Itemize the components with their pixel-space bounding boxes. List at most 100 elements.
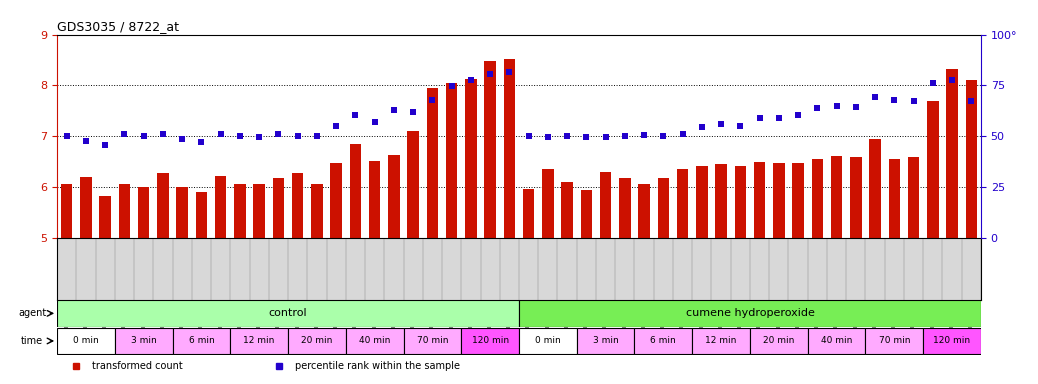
Bar [253, 184, 265, 238]
Point [809, 105, 825, 111]
Bar [866, 328, 923, 354]
Bar [749, 328, 808, 354]
Point [116, 131, 133, 137]
Bar [115, 328, 172, 354]
Bar [542, 169, 553, 238]
Bar [118, 184, 130, 238]
Text: control: control [269, 308, 307, 318]
Bar [407, 131, 419, 238]
Bar [947, 69, 958, 238]
Point [675, 131, 691, 137]
Point [174, 136, 191, 142]
Bar [715, 164, 727, 238]
Text: 120 min: 120 min [933, 336, 971, 346]
Bar [562, 182, 573, 238]
Text: 70 min: 70 min [878, 336, 910, 346]
Point [925, 80, 941, 86]
Bar [235, 184, 246, 238]
Point [135, 133, 152, 139]
Bar [503, 59, 515, 238]
Text: 0 min: 0 min [535, 336, 561, 346]
Text: 12 min: 12 min [706, 336, 737, 346]
Point [385, 107, 402, 113]
Bar [485, 61, 496, 238]
Text: 3 min: 3 min [593, 336, 619, 346]
Point [867, 93, 883, 99]
Point [752, 115, 768, 121]
Bar [735, 166, 746, 238]
Point [231, 133, 248, 139]
Bar [176, 187, 188, 238]
Bar [465, 79, 476, 238]
Bar [773, 163, 785, 238]
Point [213, 131, 229, 137]
Bar [80, 177, 91, 238]
Bar [215, 176, 226, 238]
Point [520, 133, 537, 139]
Bar [61, 184, 73, 238]
Bar [619, 178, 631, 238]
Point [636, 132, 653, 138]
Point [270, 131, 286, 137]
Point [155, 131, 171, 137]
Point [558, 133, 575, 139]
Point [790, 112, 807, 118]
Text: cumene hydroperoxide: cumene hydroperoxide [685, 308, 815, 318]
Bar [230, 328, 288, 354]
Bar [600, 172, 611, 238]
Point [97, 142, 113, 149]
Point [713, 121, 730, 127]
Bar [889, 159, 900, 238]
Bar [172, 328, 230, 354]
Point [405, 109, 421, 115]
Bar [330, 163, 342, 238]
Point [963, 98, 980, 104]
Point [463, 77, 480, 83]
Bar [100, 196, 111, 238]
Bar [580, 190, 592, 238]
Bar [830, 156, 843, 238]
Bar [273, 178, 284, 238]
Bar [657, 178, 670, 238]
Text: GDS3035 / 8722_at: GDS3035 / 8722_at [57, 20, 180, 33]
Bar [869, 139, 881, 238]
Bar [446, 83, 458, 238]
Bar [908, 157, 920, 238]
Bar [57, 300, 519, 327]
Text: 20 min: 20 min [301, 336, 332, 346]
Point [693, 124, 710, 130]
Point [58, 133, 75, 139]
Bar [927, 101, 938, 238]
Bar [965, 80, 977, 238]
Bar [696, 166, 708, 238]
Point [366, 119, 383, 126]
Bar [792, 163, 803, 238]
Text: 70 min: 70 min [416, 336, 448, 346]
Bar [388, 155, 400, 238]
Bar [346, 328, 404, 354]
Bar [350, 144, 361, 238]
Point [347, 112, 363, 118]
Point [328, 123, 345, 129]
Bar [850, 157, 862, 238]
Point [597, 134, 613, 140]
Text: time: time [21, 336, 44, 346]
Point [886, 96, 903, 103]
Bar [692, 328, 749, 354]
Point [482, 71, 498, 77]
Point [443, 83, 460, 89]
Bar [57, 328, 115, 354]
Point [308, 133, 325, 139]
Text: 120 min: 120 min [471, 336, 509, 346]
Point [617, 133, 633, 139]
Bar [157, 173, 169, 238]
Text: transformed count: transformed count [92, 361, 183, 371]
Bar [368, 161, 380, 238]
Point [770, 115, 787, 121]
Bar [523, 189, 535, 238]
Text: 6 min: 6 min [189, 336, 214, 346]
Point [501, 69, 518, 75]
Text: 0 min: 0 min [73, 336, 99, 346]
Bar [634, 328, 692, 354]
Bar [288, 328, 346, 354]
